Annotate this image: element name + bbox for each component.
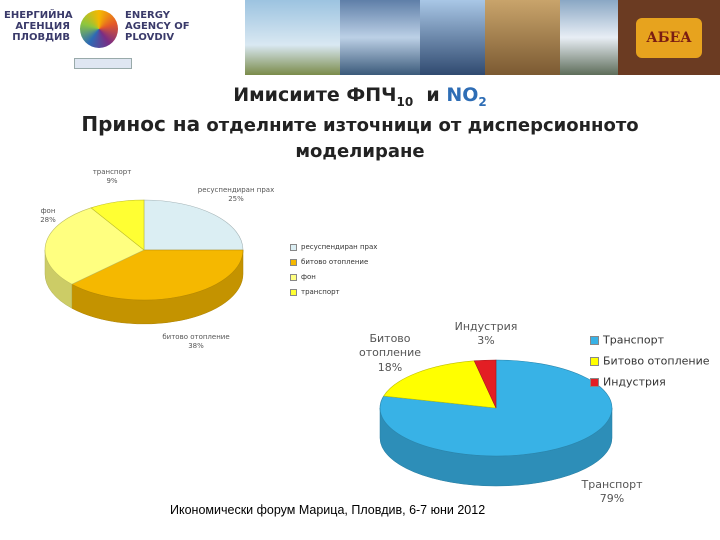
value-label: 38% (188, 342, 204, 351)
legend-label: Транспорт (603, 333, 664, 347)
value-label: 25% (228, 195, 244, 204)
title-line: Имисиите ФПЧ10 и NO2 (40, 84, 680, 109)
legend-swatch (290, 288, 297, 296)
eu-strip (74, 58, 132, 69)
category-label: транспорт (92, 168, 132, 176)
pie-slice (383, 360, 497, 409)
photo (340, 0, 420, 75)
footer: Икономически форум Марица, Пловдив, 6-7 … (170, 503, 486, 517)
legend-entry: ресуспендиран прах (290, 243, 377, 251)
logo: ЕНЕРГИЙНА АГЕНЦИЯ ПЛОВДИВ ENERGY AGENCY … (0, 0, 245, 75)
legend-label: битово отопление (301, 258, 369, 266)
title: Имисиите ФПЧ10 и NO2 Принос на отделните… (40, 84, 680, 165)
slice-label: Транспорт 79% (577, 478, 647, 507)
category-label: битово отопление (162, 333, 230, 341)
subtitle-line: Принос на отделните източници от дисперс… (40, 111, 680, 165)
agency-bg: ЕНЕРГИЙНА АГЕНЦИЯ ПЛОВДИВ (4, 10, 73, 43)
legend-swatch (290, 273, 297, 281)
value-label: 18% (377, 360, 403, 374)
header: АБЕА ЕНЕРГИЙНА АГЕНЦИЯ ПЛОВДИВ ENERGY AG… (0, 0, 720, 75)
photo (485, 0, 560, 75)
category-label: Битово отопление (359, 332, 421, 360)
title-and: и (426, 84, 440, 106)
legend-label: транспорт (301, 288, 340, 296)
value-label: 79% (599, 492, 625, 506)
value-label: 3% (477, 334, 495, 348)
slice-label: Индустрия 3% (451, 320, 521, 349)
photo (245, 0, 340, 75)
pie-slice (44, 207, 145, 285)
category-label: Индустрия (454, 320, 518, 333)
pie-slice (143, 199, 244, 251)
slice-label: фон 28% (40, 207, 56, 225)
badge-bg: АБЕА (618, 0, 720, 75)
legend-entry: Индустрия (590, 375, 666, 389)
title-no2: NO (446, 84, 479, 106)
legend-entry: Битово отопление (590, 354, 710, 368)
pie-slice (473, 359, 497, 409)
legend-swatch (290, 243, 297, 251)
value-label: 9% (106, 177, 118, 186)
agency-en: ENERGY AGENCY OF PLOVDIV (125, 10, 190, 43)
legend-swatch (290, 258, 297, 266)
slice-label: ресуспендиран прах 25% (198, 186, 274, 204)
title-sub: 10 (396, 94, 414, 109)
category-label: Транспорт (581, 478, 643, 491)
photo (420, 0, 485, 75)
title-sub: 2 (478, 94, 487, 109)
legend-swatch (590, 377, 599, 387)
category-label: фон (40, 207, 56, 215)
pie-slice (71, 249, 244, 301)
subtitle-lead: Принос на (81, 111, 201, 136)
badge: АБЕА (636, 18, 702, 58)
pie-slice (90, 199, 145, 251)
legend-entry: битово отопление (290, 258, 368, 266)
legend-swatch (590, 356, 599, 366)
legend-entry: транспорт (290, 288, 340, 296)
value-label: 28% (40, 216, 56, 225)
legend-swatch (590, 335, 599, 345)
subtitle: отделните източници от дисперсионното мо… (206, 114, 639, 162)
legend-label: ресуспендиран прах (301, 243, 378, 251)
slice-label: транспорт 9% (93, 168, 132, 186)
legend-entry: Транспорт (590, 333, 664, 347)
legend-label: Индустрия (603, 375, 666, 389)
category-label: ресуспендиран прах (197, 186, 275, 194)
slice-label: битово отопление 38% (162, 333, 229, 351)
logo-mark (80, 10, 118, 48)
slice-label: Битово отопление 18% (355, 332, 425, 375)
legend-entry: фон (290, 273, 316, 281)
legend-label: фон (301, 273, 316, 281)
legend-label: Битово отопление (603, 354, 710, 368)
photo (560, 0, 620, 75)
title-pm: Имисиите ФПЧ (233, 84, 397, 106)
